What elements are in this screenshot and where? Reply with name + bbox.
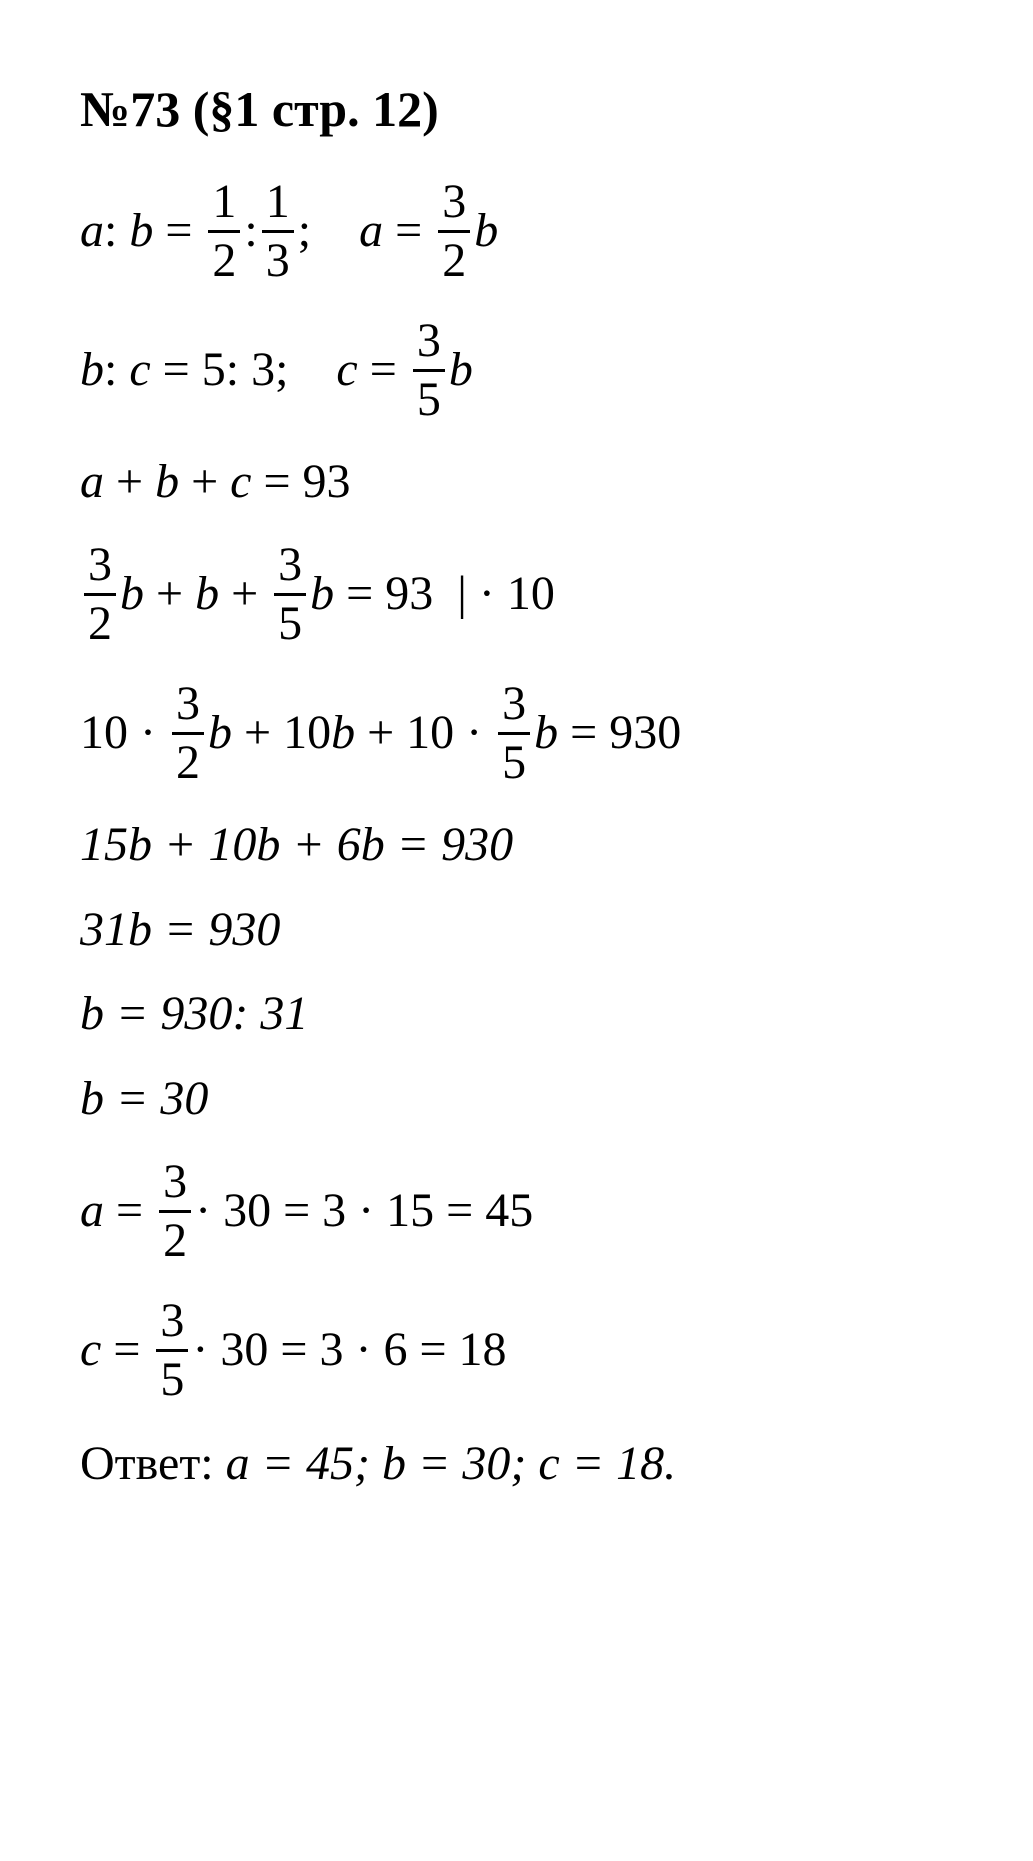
line-6: 15b + 10b + 6b = 930	[80, 819, 963, 872]
line-11: c = 3 5 · 30 = 3 · 6 = 18	[80, 1297, 963, 1404]
line-3: a + b + c = 93	[80, 456, 963, 509]
line-10: a = 3 2 · 30 = 3 · 15 = 45	[80, 1158, 963, 1265]
line-7: 31b = 930	[80, 904, 963, 957]
line-5: 10 · 3 2 b + 10b + 10 · 3 5 b = 930	[80, 680, 963, 787]
problem-title: №73 (§1 стр. 12)	[80, 80, 963, 138]
line-1: a: b = 1 2 : 1 3 ; a = 3 2 b	[80, 178, 963, 285]
line-9: b = 30	[80, 1073, 963, 1126]
answer-line: Ответ: a = 45; b = 30; c = 18.	[80, 1436, 963, 1491]
line-2: b: c = 5: 3; c = 3 5 b	[80, 317, 963, 424]
line-4: 3 2 b + b + 3 5 b = 93 | · 10	[80, 541, 963, 648]
line-8: b = 930: 31	[80, 988, 963, 1041]
